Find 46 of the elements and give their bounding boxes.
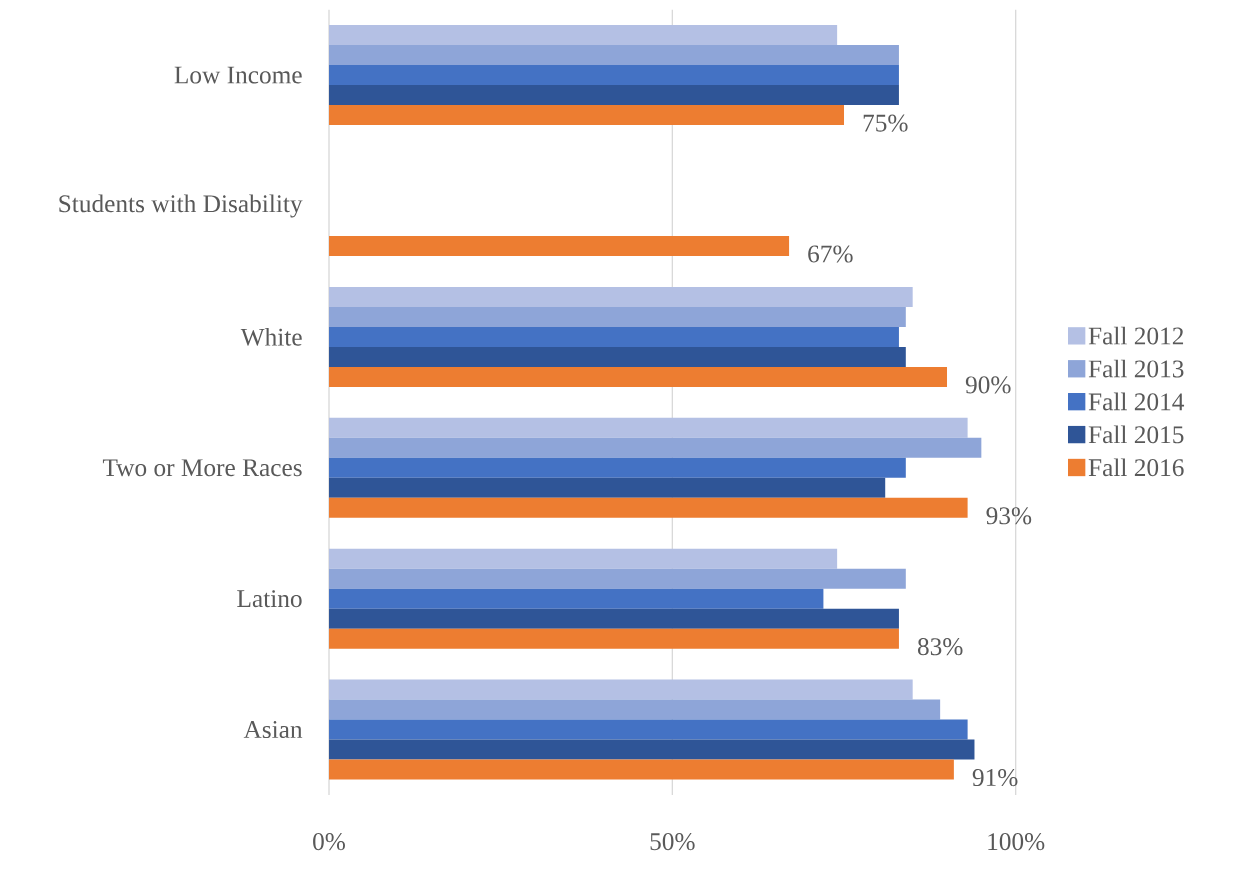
x-tick-label: 0% xyxy=(313,833,346,851)
bar xyxy=(329,286,913,307)
data-label: 83% xyxy=(917,638,963,656)
bar xyxy=(329,417,968,438)
legend-label: Fall 2015 xyxy=(1088,425,1184,444)
x-tick-label: 100% xyxy=(988,833,1045,851)
legend-label: Fall 2012 xyxy=(1088,326,1184,345)
bar xyxy=(329,568,906,589)
bar xyxy=(329,65,899,86)
bar xyxy=(329,457,906,478)
x-tick-label: 50% xyxy=(650,833,695,851)
data-label: 91% xyxy=(972,768,1018,787)
legend-label: Fall 2016 xyxy=(1088,458,1184,477)
legend-label: Fall 2013 xyxy=(1088,359,1184,378)
data-label: 75% xyxy=(863,114,908,132)
bar xyxy=(329,437,982,458)
bar xyxy=(329,477,886,498)
data-label: 67% xyxy=(808,245,853,263)
bar xyxy=(329,45,899,66)
bar xyxy=(329,719,968,740)
bar xyxy=(329,236,790,257)
bar xyxy=(329,497,968,518)
bar xyxy=(329,608,899,629)
bar xyxy=(329,739,975,760)
bar xyxy=(329,628,899,649)
bar xyxy=(329,699,941,720)
y-tick-label: Asian xyxy=(243,721,303,739)
y-tick-label: Low Income xyxy=(174,66,302,84)
bar xyxy=(329,346,906,367)
bar xyxy=(329,759,954,780)
bar xyxy=(329,25,838,46)
legend-label: Fall 2014 xyxy=(1088,392,1185,411)
bar xyxy=(329,85,899,106)
y-tick-label: White xyxy=(240,327,302,346)
bar xyxy=(329,306,906,327)
bar xyxy=(329,366,948,387)
bar xyxy=(329,105,845,126)
data-label: 93% xyxy=(986,507,1032,525)
bar xyxy=(329,679,913,700)
bar xyxy=(329,588,824,609)
y-tick-label: Two or More Races xyxy=(102,459,302,477)
bar xyxy=(329,548,838,569)
y-tick-label: Latino xyxy=(237,590,302,608)
bar xyxy=(329,326,899,347)
data-label: 90% xyxy=(965,376,1011,394)
y-tick-label: Students with Disability xyxy=(59,194,303,218)
